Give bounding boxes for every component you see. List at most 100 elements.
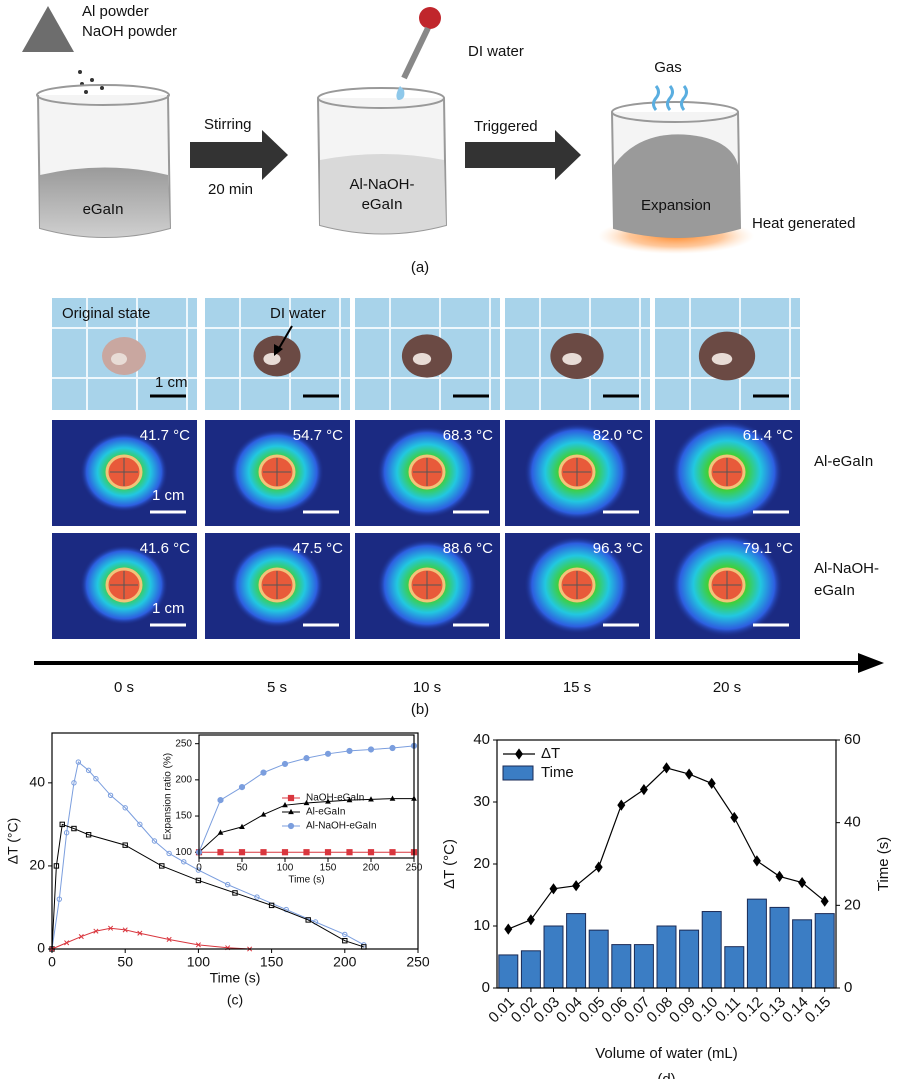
marker — [390, 850, 395, 855]
page: {"panel_a": {"powder": ["Al powder", "Na… — [0, 0, 900, 1079]
scale-label: 1 cm — [152, 487, 185, 504]
marker — [261, 770, 266, 775]
marker — [595, 862, 603, 873]
x-axis-label: Volume of water (mL) — [595, 1045, 738, 1062]
panel-d: 0.010.020.030.040.050.060.070.080.090.10… — [441, 731, 892, 1079]
marker — [776, 871, 784, 882]
dropper-bulb — [419, 7, 441, 29]
annotation: DI water — [270, 305, 326, 322]
marker — [325, 751, 330, 756]
legend-label: Al-eGaIn — [306, 807, 345, 818]
label: Al-NaOH- — [349, 176, 414, 193]
liquid — [320, 154, 446, 234]
marker — [368, 850, 373, 855]
x-tick-label: 150 — [260, 954, 284, 970]
arrow — [190, 130, 288, 180]
y-tick-label: 150 — [175, 811, 192, 822]
y-axis-label: ΔT (°C) — [5, 818, 21, 865]
marker — [753, 855, 761, 866]
y-axis-label: ΔT (°C) — [441, 839, 458, 889]
dropper — [404, 28, 428, 78]
panel-a: Al powder NaOH powder eGaIn Stirring 20 … — [22, 3, 855, 276]
legend-label: Time — [541, 764, 574, 781]
label: Gas — [654, 59, 682, 76]
marker — [282, 761, 287, 766]
x-tick-label: 0.15 — [802, 994, 835, 1027]
caption: (c) — [227, 992, 243, 1008]
label: Heat generated — [752, 215, 855, 232]
x-tick-label: 0 — [196, 863, 202, 874]
y-tick-label: 100 — [175, 847, 192, 858]
y2-tick-label: 60 — [844, 731, 861, 748]
legend-label: ΔT — [541, 745, 560, 762]
label: DI water — [468, 43, 524, 60]
bar — [657, 926, 676, 988]
y-tick-label: 40 — [29, 774, 45, 790]
temperature: 54.7 °C — [293, 427, 343, 444]
legend-swatch — [503, 766, 533, 780]
series-line — [508, 768, 824, 929]
y2-axis-label: Time (s) — [875, 837, 892, 891]
marker — [288, 823, 293, 828]
time-label: 15 s — [563, 679, 591, 696]
bar — [747, 899, 766, 988]
bar — [725, 947, 744, 988]
temperature: 41.7 °C — [140, 427, 190, 444]
y-tick-label: 200 — [175, 774, 192, 785]
temperature: 41.6 °C — [140, 540, 190, 557]
y-tick-label: 0 — [37, 940, 45, 956]
bar — [770, 907, 789, 988]
caption: (d) — [657, 1071, 675, 1079]
x-axis-label: Time (s) — [210, 970, 261, 986]
x-tick-label: 50 — [117, 954, 133, 970]
legend-label: NaOH-eGaIn — [306, 793, 364, 804]
x-tick-label: 0 — [48, 954, 56, 970]
temperature: 68.3 °C — [443, 427, 493, 444]
temperature: 96.3 °C — [593, 540, 643, 557]
x-tick-label: 200 — [333, 954, 357, 970]
marker — [288, 795, 293, 800]
marker — [617, 800, 625, 811]
arrow — [465, 130, 581, 180]
y2-tick-label: 20 — [844, 896, 861, 913]
caption: (a) — [411, 259, 429, 276]
row-label: Al-NaOH- — [814, 560, 879, 577]
label: Al powder — [82, 3, 149, 20]
liquid — [614, 134, 740, 237]
scale-label: 1 cm — [152, 600, 185, 617]
marker — [572, 880, 580, 891]
time-label: 10 s — [413, 679, 441, 696]
temperature: 61.4 °C — [743, 427, 793, 444]
marker — [347, 850, 352, 855]
gas-lines — [654, 86, 687, 110]
marker — [304, 756, 309, 761]
x-tick-label: 250 — [406, 954, 430, 970]
bar — [680, 930, 699, 988]
sample-spot — [712, 353, 732, 365]
y-tick-label: 30 — [473, 793, 490, 810]
label: eGaIn — [362, 196, 403, 213]
marker — [798, 877, 806, 888]
marker — [282, 850, 287, 855]
x-tick-label: 250 — [406, 863, 423, 874]
marker — [325, 850, 330, 855]
panel-b: (b) 41.7 °C41.6 °C0 s54.7 °C47.5 °C5 s68… — [34, 298, 884, 718]
temperature: 82.0 °C — [593, 427, 643, 444]
y-axis-label: Expansion ratio (%) — [163, 753, 174, 840]
bar — [567, 914, 586, 988]
bar — [634, 945, 653, 988]
label: Triggered — [474, 118, 538, 135]
sample-spot — [263, 353, 280, 365]
y2-tick-label: 40 — [844, 814, 861, 831]
scale-label: 1 cm — [155, 374, 188, 391]
y-tick-label: 20 — [29, 857, 45, 873]
bar — [612, 945, 631, 988]
time-label: 20 s — [713, 679, 741, 696]
marker — [239, 784, 244, 789]
series-line — [52, 928, 250, 949]
marker — [304, 850, 309, 855]
temperature: 79.1 °C — [743, 540, 793, 557]
marker — [685, 769, 693, 780]
panel-c: 05010015020025002040Time (s)ΔT (°C)(c)05… — [5, 733, 430, 1008]
label: Stirring — [204, 116, 252, 133]
